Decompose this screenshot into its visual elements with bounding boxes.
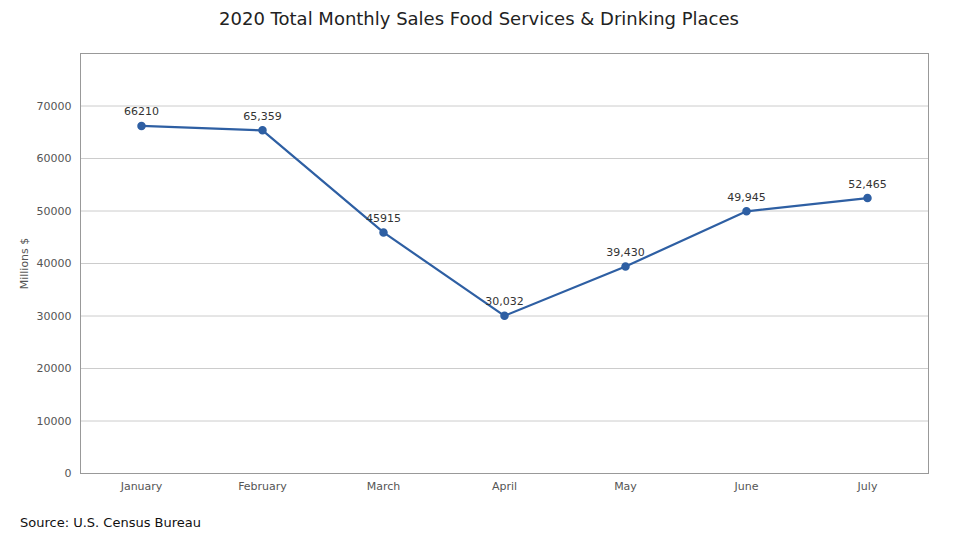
svg-text:39,430: 39,430 [606, 246, 645, 259]
svg-text:65,359: 65,359 [243, 110, 282, 123]
svg-text:66210: 66210 [124, 105, 159, 118]
svg-text:June: June [734, 480, 759, 493]
svg-text:60000: 60000 [37, 152, 72, 165]
svg-text:0: 0 [65, 467, 72, 480]
svg-text:Millions $: Millions $ [18, 238, 31, 290]
svg-text:30,032: 30,032 [485, 295, 524, 308]
svg-text:April: April [492, 480, 517, 493]
svg-text:20000: 20000 [37, 362, 72, 375]
html-text:Source: U.S. Census Bureau: Source: U.S. Census Bureau [20, 515, 201, 530]
svg-text:45915: 45915 [366, 212, 401, 225]
svg-text:52,465: 52,465 [848, 178, 887, 191]
svg-text:70000: 70000 [37, 100, 72, 113]
svg-text:49,945: 49,945 [727, 191, 766, 204]
svg-text:50000: 50000 [37, 205, 72, 218]
html-text:2020 Total Monthly Sales Food: 2020 Total Monthly Sales Food Services &… [219, 8, 739, 29]
svg-text:February: February [238, 480, 287, 493]
svg-text:40000: 40000 [37, 257, 72, 270]
svg-text:May: May [614, 480, 637, 493]
svg-text:March: March [367, 480, 401, 493]
svg-text:10000: 10000 [37, 415, 72, 428]
svg-text:July: July [857, 480, 878, 493]
svg-text:January: January [120, 480, 163, 493]
svg-text:30000: 30000 [37, 310, 72, 323]
